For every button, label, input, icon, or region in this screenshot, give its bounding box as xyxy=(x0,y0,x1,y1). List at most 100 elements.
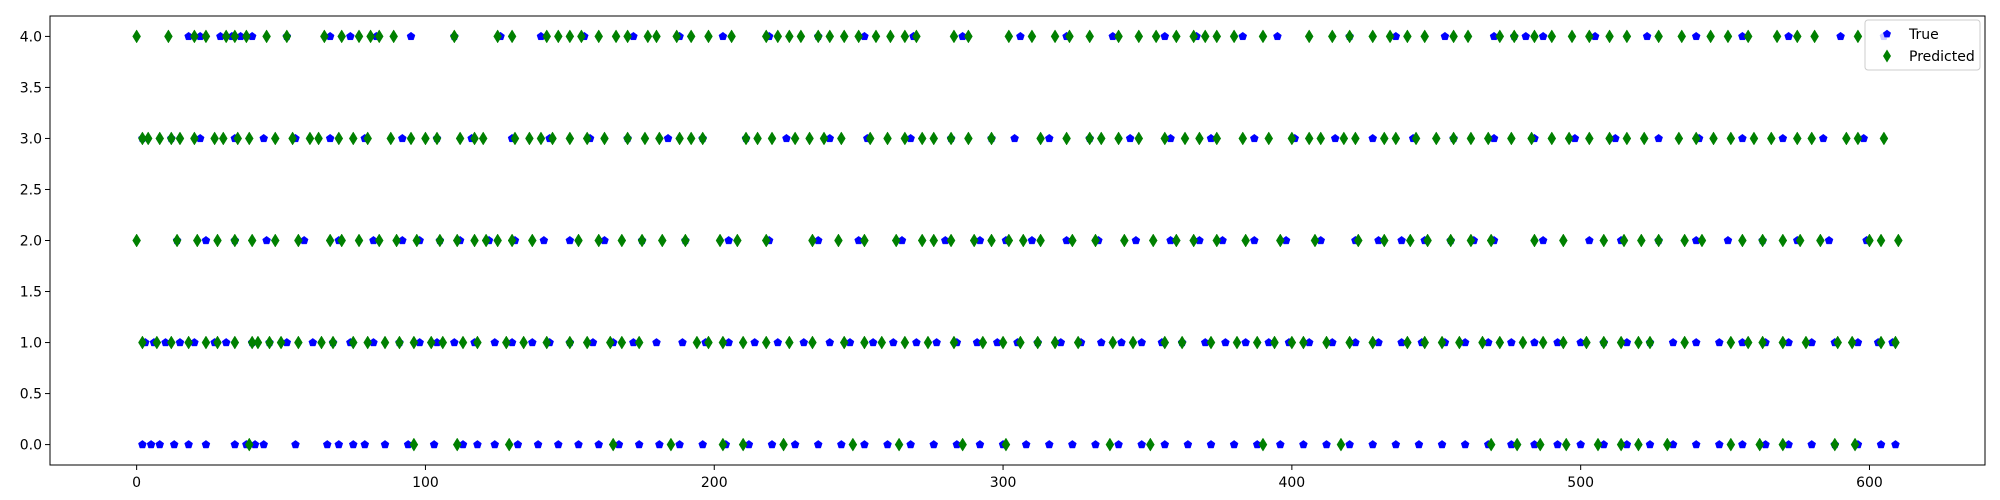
predicted-point xyxy=(686,29,696,44)
predicted-point xyxy=(386,131,396,146)
predicted-point xyxy=(1709,131,1718,146)
predicted-point xyxy=(1830,437,1840,452)
predicted-point xyxy=(929,233,939,248)
predicted-point xyxy=(1328,29,1337,44)
x-tick-label: 100 xyxy=(412,475,439,491)
predicted-point xyxy=(946,233,956,248)
predicted-point xyxy=(320,29,329,44)
predicted-point xyxy=(1403,29,1412,44)
predicted-point xyxy=(1212,233,1222,248)
predicted-point xyxy=(698,131,707,146)
true-point xyxy=(1876,440,1886,449)
predicted-point xyxy=(582,131,592,146)
true-point xyxy=(1010,133,1019,143)
y-tick-label: 2.0 xyxy=(20,234,42,250)
true-point xyxy=(1368,440,1378,449)
y-tick-label: 1.5 xyxy=(20,285,42,301)
true-point xyxy=(230,440,240,449)
predicted-point xyxy=(1004,233,1014,248)
predicted-point xyxy=(337,233,346,248)
predicted-point xyxy=(1847,335,1857,350)
true-point xyxy=(1691,338,1701,347)
predicted-point xyxy=(230,29,240,44)
predicted-point xyxy=(1599,335,1609,350)
predicted-point xyxy=(1726,131,1736,146)
predicted-point xyxy=(1134,29,1144,44)
predicted-point xyxy=(1567,29,1577,44)
predicted-point xyxy=(554,29,563,44)
predicted-point xyxy=(574,233,583,248)
predicted-point xyxy=(1120,233,1129,248)
predicted-point xyxy=(1894,233,1903,248)
y-axis: 0.0 0.5 1.0 1.5 2.0 2.5 3.0 3.5 4.0 xyxy=(20,29,50,454)
predicted-point xyxy=(813,29,823,44)
true-point xyxy=(678,338,687,347)
predicted-point xyxy=(1238,131,1248,146)
predicted-point xyxy=(1229,29,1239,44)
y-tick-label: 0.5 xyxy=(20,387,42,403)
predicted-point xyxy=(244,131,254,146)
predicted-point xyxy=(577,29,586,44)
true-point xyxy=(1276,440,1285,449)
true-point xyxy=(1521,31,1531,41)
true-point xyxy=(767,440,777,449)
predicted-point xyxy=(1530,29,1539,44)
predicted-point xyxy=(190,29,199,44)
predicted-point xyxy=(1232,335,1242,350)
predicted-point xyxy=(929,131,939,146)
true-point xyxy=(574,440,583,449)
predicted-point xyxy=(672,29,682,44)
predicted-point xyxy=(1177,335,1187,350)
predicted-point xyxy=(190,131,199,146)
true-point xyxy=(398,133,407,143)
true-point xyxy=(663,133,673,143)
predicted-point xyxy=(704,335,713,350)
true-point xyxy=(975,440,985,449)
predicted-point xyxy=(565,335,575,350)
true-point xyxy=(932,338,941,347)
predicted-point xyxy=(1391,131,1401,146)
predicted-point xyxy=(761,335,771,350)
predicted-point xyxy=(738,437,748,452)
true-point xyxy=(334,440,344,449)
true-point xyxy=(1723,235,1733,245)
legend-marker-predicted xyxy=(1883,49,1891,63)
predicted-point xyxy=(262,29,271,44)
predicted-point xyxy=(1368,29,1378,44)
predicted-point xyxy=(1345,29,1354,44)
predicted-point xyxy=(143,131,153,146)
predicted-point xyxy=(733,233,742,248)
predicted-point xyxy=(1749,131,1759,146)
true-point xyxy=(429,440,439,449)
predicted-point xyxy=(337,29,346,44)
predicted-point xyxy=(1599,233,1609,248)
predicted-point xyxy=(600,131,609,146)
predicted-point xyxy=(923,335,933,350)
predicted-point xyxy=(1345,335,1354,350)
predicted-point xyxy=(1336,437,1346,452)
true-point xyxy=(773,338,783,347)
predicted-point xyxy=(452,233,462,248)
legend-box xyxy=(1864,19,1981,71)
true-point xyxy=(175,338,185,347)
true-point xyxy=(169,440,179,449)
true-point xyxy=(813,440,823,449)
predicted-point xyxy=(652,29,661,44)
predicted-point xyxy=(1585,29,1594,44)
predicted-point xyxy=(1091,233,1100,248)
true-point xyxy=(528,338,537,347)
predicted-point xyxy=(184,335,193,350)
predicted-point xyxy=(1085,29,1094,44)
predicted-point xyxy=(374,233,384,248)
true-point xyxy=(1440,31,1450,41)
predicted-point xyxy=(877,335,887,350)
predicted-point xyxy=(519,335,528,350)
predicted-point xyxy=(978,335,988,350)
predicted-point xyxy=(1379,233,1389,248)
x-tick-label: 300 xyxy=(990,475,1017,491)
predicted-point xyxy=(1547,131,1557,146)
predicted-point xyxy=(470,233,479,248)
predicted-point xyxy=(738,335,748,350)
predicted-point xyxy=(282,29,292,44)
predicted-point xyxy=(1634,437,1643,452)
